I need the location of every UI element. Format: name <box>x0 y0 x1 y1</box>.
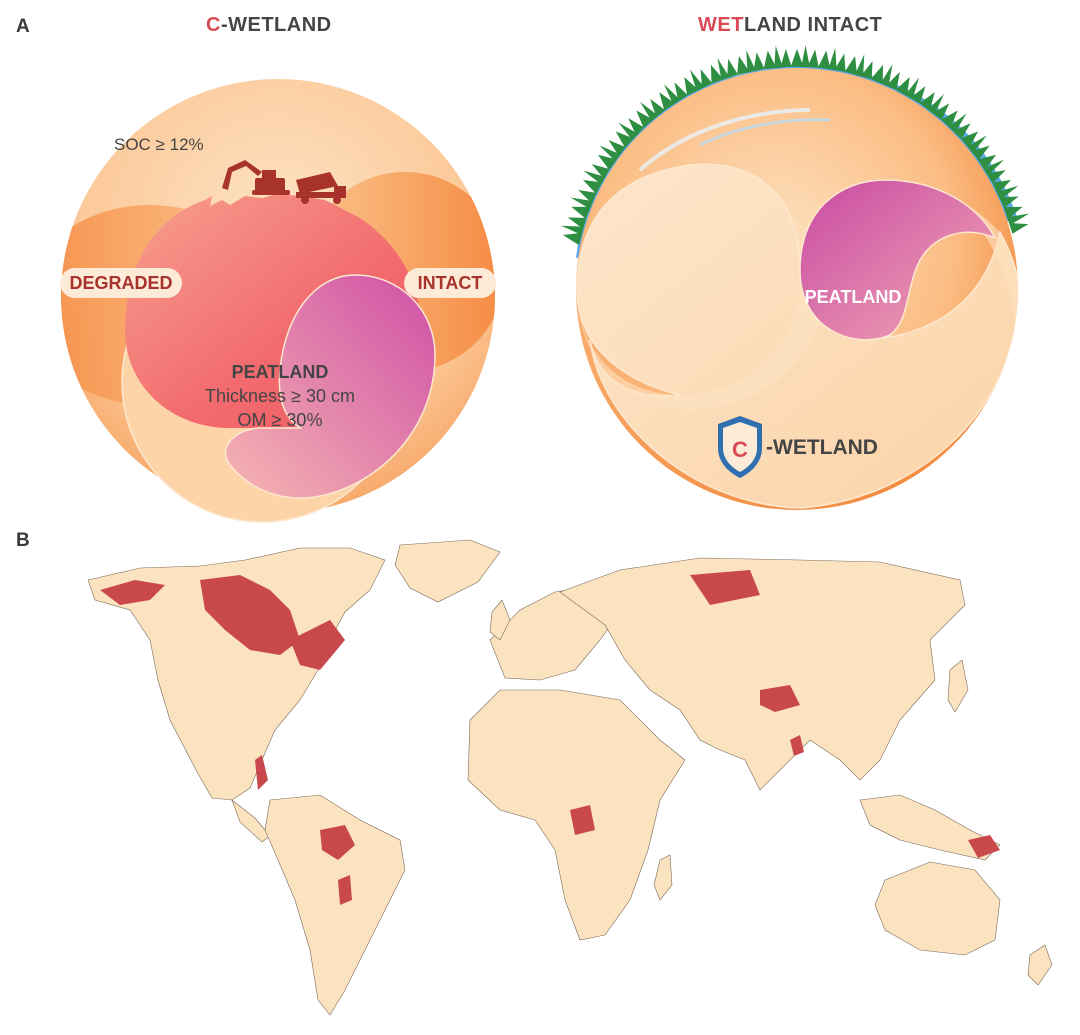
wetland-bangladesh <box>790 735 804 756</box>
peatland-om-label: OM ≥ 30% <box>238 410 323 430</box>
wetland-pantanal <box>338 875 352 905</box>
wetland-canada <box>200 575 300 655</box>
panel-b-letter: B <box>16 530 30 551</box>
soc-threshold-label: SOC ≥ 12% <box>114 135 204 154</box>
north-america <box>87 547 386 801</box>
left-title-highlight: C <box>206 14 221 36</box>
wetland-congo <box>570 805 595 835</box>
intact-label: INTACT <box>418 273 483 293</box>
badge-wetland-label: -WETLAND <box>766 436 878 459</box>
wetland-amazon <box>320 825 355 860</box>
australia <box>874 861 1001 956</box>
wetland-areas <box>100 570 1000 905</box>
peatland-title: PEATLAND <box>232 362 329 382</box>
south-america <box>264 794 406 1016</box>
shield-icon: C <box>718 416 762 478</box>
greenland <box>394 539 501 603</box>
degraded-label: DEGRADED <box>69 273 172 293</box>
right-title-highlight: WET <box>698 14 744 36</box>
wetland-florida <box>255 755 268 790</box>
left-venn-diagram: SOC ≥ 12% DEGRADED INTACT PEATLAND Thick… <box>60 79 496 523</box>
left-diagram-title: C-WETLAND <box>206 14 332 37</box>
right-peatland-label: PEATLAND <box>805 287 902 307</box>
asia <box>559 557 966 791</box>
wetland-eastern-us <box>290 620 345 670</box>
british-isles <box>489 599 511 641</box>
right-title-rest: LAND INTACT <box>743 14 883 36</box>
japan <box>947 659 969 713</box>
new-zealand <box>1027 944 1053 986</box>
wetland-siberia <box>690 570 760 605</box>
dump-truck-icon <box>296 172 346 204</box>
intact-badge: INTACT <box>404 268 496 298</box>
world-wetland-map <box>87 539 1053 1016</box>
grass-icon <box>561 44 1030 246</box>
degraded-badge: DEGRADED <box>60 268 182 298</box>
panel-a-letter: A <box>16 16 30 37</box>
wetland-new-guinea <box>968 835 1000 858</box>
peatland-thickness-label: Thickness ≥ 30 cm <box>205 386 355 406</box>
wetland-tibet <box>760 685 800 712</box>
wetland-light-swirl <box>577 180 1017 410</box>
left-title-rest: -WETLAND <box>220 14 332 36</box>
right-peatland-region <box>799 179 997 341</box>
central-america <box>231 799 271 843</box>
excavator-icon <box>222 160 290 195</box>
madagascar <box>653 854 673 901</box>
intact-peatland-region <box>224 274 436 499</box>
wetland-alaska <box>100 580 165 605</box>
right-venn-diagram: PEATLAND C -WETLAND <box>561 44 1030 510</box>
right-diagram-title: WETLAND INTACT <box>698 14 882 37</box>
badge-letter: C <box>732 437 748 462</box>
